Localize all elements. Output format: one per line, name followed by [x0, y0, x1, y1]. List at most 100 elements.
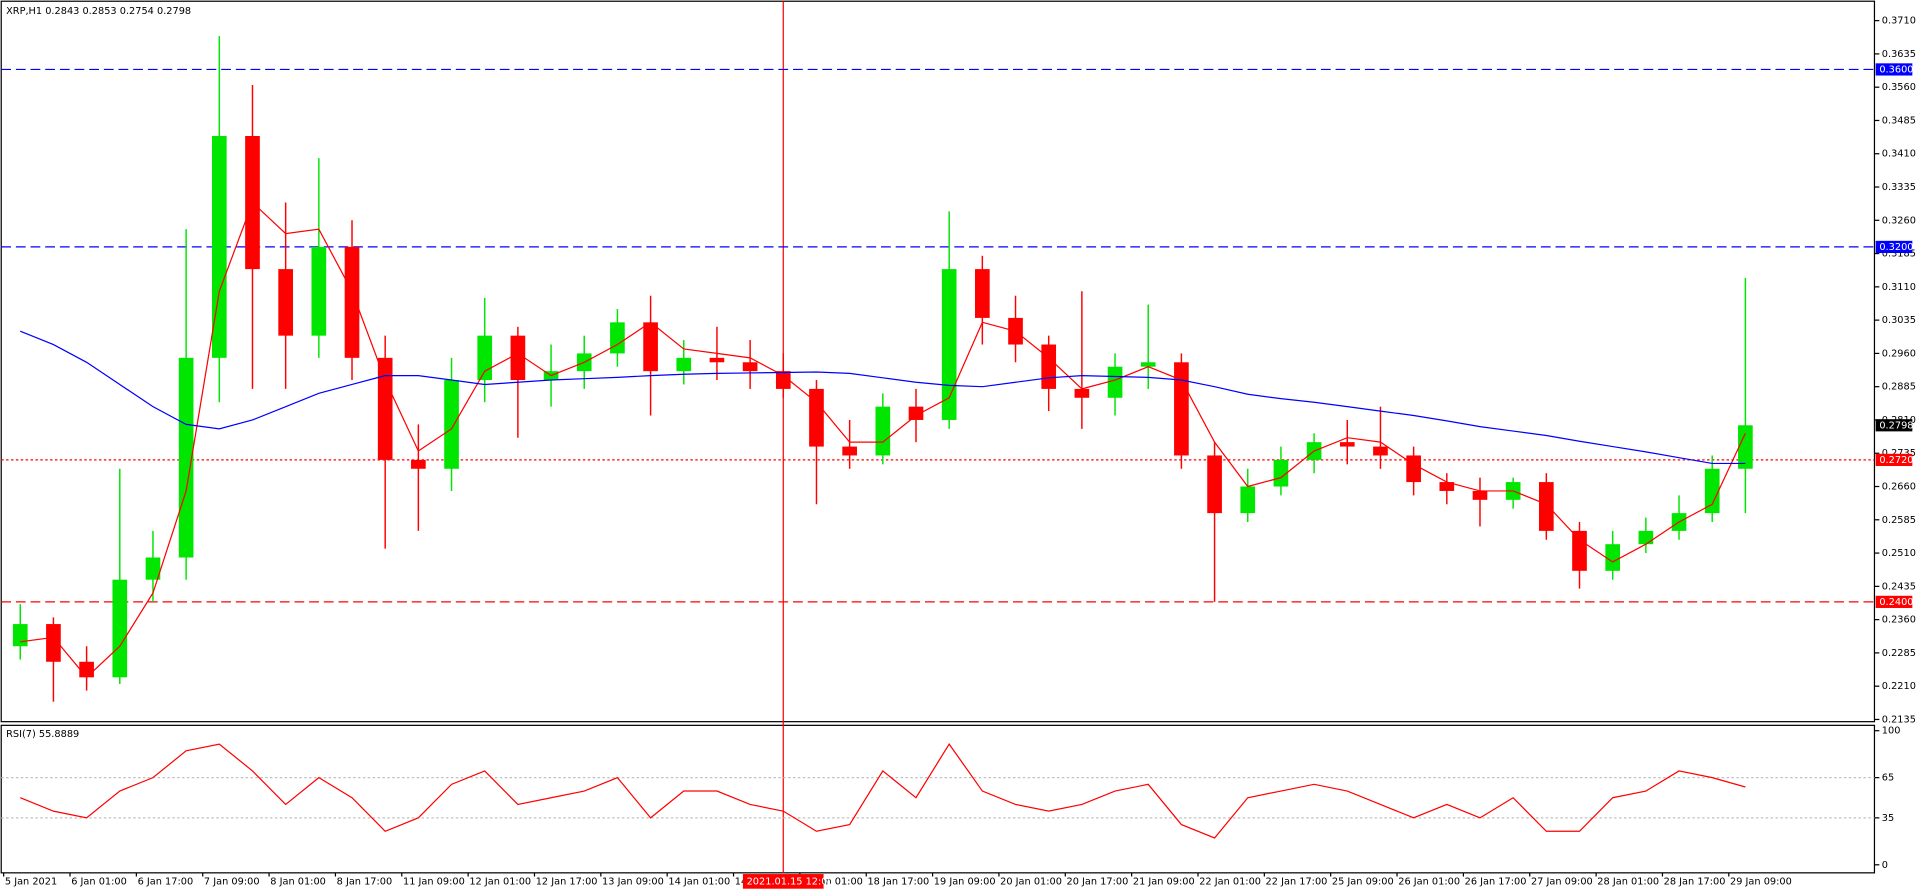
x-tick-label: 26 Jan 17:00 — [1465, 876, 1527, 887]
x-tick-label: 18 Jan 01:00 — [801, 876, 863, 887]
price-panel — [0, 0, 1876, 723]
candle-body — [510, 335, 526, 381]
y-tick-label: 0.2735 — [1882, 448, 1916, 459]
candle-body — [1704, 468, 1720, 514]
y-tick-label: 35 — [1882, 813, 1894, 824]
x-tick-label: 5 Jan 2021 — [5, 876, 57, 887]
candle-body — [1240, 486, 1256, 514]
candle-body — [1406, 455, 1421, 483]
level-label-box — [1875, 453, 1913, 466]
x-tick-label: 28 Jan 01:00 — [1597, 876, 1659, 887]
crosshair-label-box — [742, 874, 824, 889]
x-tick-label: 28 Jan 17:00 — [1664, 876, 1726, 887]
y-tick-label: 0.3110 — [1882, 282, 1916, 293]
candle-body — [1339, 442, 1355, 447]
rsi-title: RSI(7) 55.8889 — [6, 729, 79, 740]
x-tick-label: 6 Jan 01:00 — [71, 876, 127, 887]
candle-body — [1638, 530, 1654, 545]
last-price-box — [1875, 419, 1913, 432]
candle-body — [941, 269, 957, 420]
y-tick-label: 0.2285 — [1882, 648, 1916, 659]
x-tick-label: 20 Jan 17:00 — [1067, 876, 1129, 887]
chart-title: XRP,H1 0.2843 0.2853 0.2754 0.2798 — [6, 6, 191, 17]
candle-body — [1140, 362, 1156, 367]
candle-body — [1207, 455, 1222, 514]
x-tick-label: 20 Jan 01:00 — [1000, 876, 1062, 887]
candle-body — [79, 661, 94, 678]
level-label: 0.3200 — [1879, 242, 1913, 253]
candle-body — [809, 388, 824, 447]
moving-average — [20, 201, 1746, 679]
y-tick-label: 0.2660 — [1882, 482, 1916, 493]
y-tick-label: 0.3185 — [1882, 249, 1916, 260]
y-tick-label: 0.2360 — [1882, 615, 1916, 626]
candle-body — [1174, 362, 1189, 456]
y-tick-label: 0.3260 — [1882, 215, 1916, 226]
candle-body — [12, 624, 28, 647]
candle-body — [1273, 459, 1289, 487]
candle-body — [1107, 366, 1123, 398]
level-label: 0.2400 — [1879, 597, 1913, 608]
x-tick-label: 14 Jan 01:00 — [668, 876, 730, 887]
x-tick-label: 6 Jan 17:00 — [138, 876, 194, 887]
candle-body — [178, 357, 194, 558]
x-tick-label: 22 Jan 17:00 — [1266, 876, 1328, 887]
candle-body — [477, 335, 493, 381]
x-tick-label: 22 Jan 01:00 — [1199, 876, 1261, 887]
candle-body — [211, 135, 227, 358]
candle-body — [1074, 388, 1090, 398]
candle-body — [1539, 482, 1554, 531]
candle-body — [1041, 344, 1057, 389]
level-label-box — [1875, 595, 1913, 608]
x-tick-label: 7 Jan 09:00 — [204, 876, 260, 887]
x-tick-label: 11 Jan 09:00 — [403, 876, 465, 887]
x-tick-label: 18 Jan 17:00 — [867, 876, 929, 887]
level-label: 0.2720 — [1879, 455, 1913, 466]
candle-body — [311, 246, 327, 336]
x-tick-label: 29 Jan 09:00 — [1730, 876, 1792, 887]
rsi-panel — [0, 724, 1876, 874]
candle-body — [1439, 482, 1455, 491]
y-tick-label: 0.2885 — [1882, 382, 1916, 393]
candle-body — [1738, 425, 1753, 469]
y-tick-label: 0.2585 — [1882, 515, 1916, 526]
y-tick-label: 0.3035 — [1882, 315, 1916, 326]
candle-body — [842, 446, 857, 456]
candle-body — [676, 357, 692, 372]
level-label-box — [1875, 240, 1913, 254]
candle-body — [643, 322, 658, 372]
candle-body — [145, 557, 161, 580]
y-tick-label: 0.2135 — [1882, 714, 1916, 725]
y-tick-label: 0.3410 — [1882, 149, 1916, 160]
x-tick-label: 8 Jan 01:00 — [270, 876, 326, 887]
y-tick-label: 65 — [1882, 773, 1894, 784]
y-tick-label: 0.2510 — [1882, 548, 1916, 559]
candle-body — [344, 246, 360, 358]
y-tick-label: 0.2960 — [1882, 348, 1916, 359]
last-price-label: 0.2798 — [1879, 420, 1913, 431]
rsi-line — [20, 743, 1746, 839]
candle-body — [278, 269, 293, 336]
x-tick-label: 8 Jan 17:00 — [337, 876, 393, 887]
level-label: 0.3600 — [1879, 64, 1913, 75]
x-tick-label: 12 Jan 17:00 — [536, 876, 598, 887]
candle-body — [975, 269, 990, 318]
y-tick-label: 0.2210 — [1882, 681, 1916, 692]
candle-body — [875, 406, 891, 456]
x-tick-label: 13 Jan 09:00 — [602, 876, 664, 887]
candle-body — [709, 357, 725, 363]
candle-body — [46, 624, 61, 662]
candle-body — [377, 357, 393, 460]
y-tick-label: 0 — [1882, 860, 1888, 871]
y-tick-label: 0.3710 — [1882, 16, 1916, 27]
x-tick-label: 26 Jan 01:00 — [1398, 876, 1460, 887]
candle-body — [112, 579, 128, 678]
crosshair-label: 2021.01.15 12:00 — [747, 876, 834, 887]
y-tick-label: 0.3635 — [1882, 49, 1916, 60]
candle-body — [1572, 530, 1587, 571]
x-tick-label: 21 Jan 09:00 — [1133, 876, 1195, 887]
y-tick-label: 0.2435 — [1882, 581, 1916, 592]
x-tick-label: 12 Jan 01:00 — [469, 876, 531, 887]
